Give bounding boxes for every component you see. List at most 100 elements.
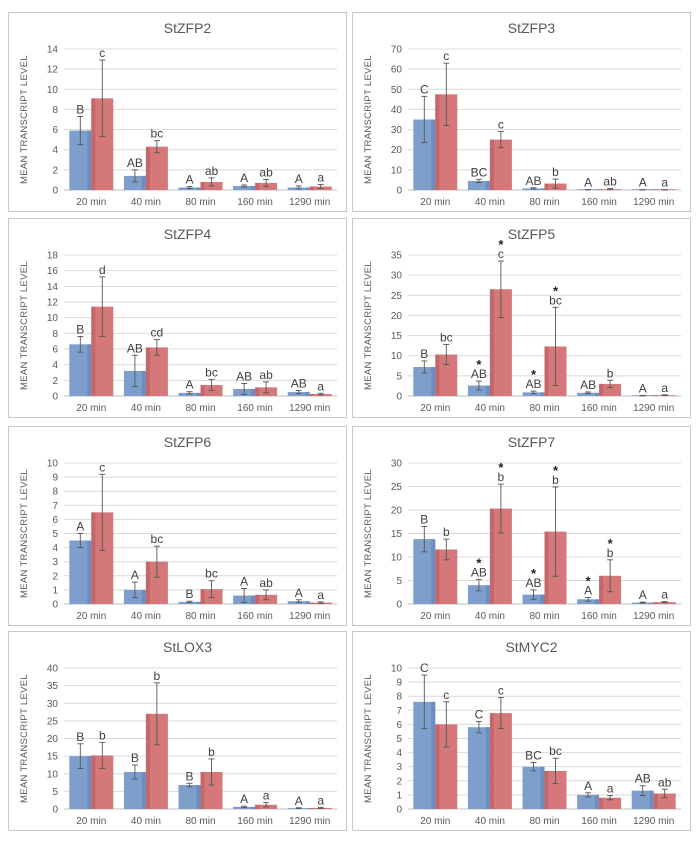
- bar-edge: [489, 713, 494, 809]
- significance-label: AB: [635, 772, 651, 786]
- bar-series-1: [467, 727, 490, 809]
- significance-label: bc: [205, 567, 218, 581]
- bar: [653, 602, 676, 604]
- significance-label: ab: [259, 165, 273, 179]
- y-tick-label: 0: [396, 805, 402, 816]
- bar-edge: [599, 383, 604, 396]
- y-tick-label: 8: [52, 329, 58, 340]
- significance-label: bc: [440, 330, 453, 344]
- y-tick-label: 6: [396, 720, 402, 731]
- significance-label: b: [607, 546, 614, 560]
- y-tick-label: 20: [47, 734, 59, 745]
- y-axis-label: MEAN TRANSCRIPT LEVEL: [19, 55, 30, 184]
- significance-label: B: [185, 587, 193, 601]
- x-tick-label: 20 min: [420, 816, 450, 827]
- y-axis-label: MEAN TRANSCRIPT LEVEL: [363, 674, 374, 803]
- bar-edge: [309, 602, 314, 604]
- y-tick-label: 18: [47, 251, 59, 262]
- significance-label: C: [420, 82, 429, 96]
- bar: [435, 94, 458, 190]
- y-tick-label: 8: [52, 105, 58, 116]
- bar-edge: [251, 388, 256, 396]
- bar-edge: [145, 347, 150, 396]
- y-tick-label: 2: [52, 376, 58, 387]
- significance-label: A: [639, 588, 647, 602]
- bar: [145, 146, 168, 190]
- y-tick-label: 40: [391, 105, 403, 116]
- bar-edge: [653, 189, 658, 190]
- y-tick-label: 0: [52, 186, 58, 197]
- y-tick-label: 5: [396, 371, 402, 382]
- y-tick-label: 60: [391, 65, 403, 76]
- chart-title: StZFP2: [164, 20, 212, 36]
- significance-label: cd: [151, 326, 164, 340]
- bar-edge: [599, 797, 604, 809]
- significance-label: AB: [525, 377, 541, 391]
- bar: [145, 561, 168, 604]
- y-axis-label: MEAN TRANSCRIPT LEVEL: [363, 469, 374, 598]
- significance-label: A: [584, 176, 592, 190]
- y-tick-label: 35: [47, 681, 59, 692]
- x-tick-label: 80 min: [529, 816, 559, 827]
- y-tick-label: 2: [52, 571, 58, 582]
- bar: [413, 119, 436, 190]
- bar: [413, 539, 436, 604]
- x-tick-label: 20 min: [76, 403, 106, 414]
- bar-series-1: [467, 180, 490, 190]
- bar-edge: [200, 385, 205, 396]
- bar-edge: [305, 392, 310, 396]
- y-tick-label: 30: [391, 271, 403, 282]
- y-tick-label: 35: [391, 251, 403, 262]
- significance-label: b: [552, 165, 559, 179]
- significance-label: b: [154, 669, 161, 683]
- significance-label: bc: [151, 127, 164, 141]
- bar: [69, 540, 92, 604]
- chart-title: StZFP4: [164, 226, 212, 242]
- bar-edge: [489, 508, 494, 604]
- bar: [631, 790, 654, 809]
- x-tick-label: 80 min: [185, 197, 215, 208]
- bar-edge: [196, 601, 201, 604]
- y-tick-label: 25: [391, 291, 403, 302]
- y-tick-label: 4: [52, 360, 58, 371]
- bar-edge: [489, 289, 494, 396]
- bar-series-1: [413, 119, 436, 190]
- bar-series-2: [435, 724, 458, 809]
- significance-label: A: [584, 583, 592, 597]
- bar-edge: [649, 395, 654, 396]
- bar-edge: [141, 771, 146, 809]
- bar-edge: [87, 344, 92, 396]
- x-tick-label: 80 min: [529, 197, 559, 208]
- bar: [467, 385, 490, 396]
- x-tick-label: 160 min: [237, 611, 273, 622]
- bar-series-2: [489, 139, 512, 190]
- bar-series-2: [91, 755, 114, 809]
- significance-label: B: [76, 322, 84, 336]
- bar-edge: [141, 589, 146, 604]
- bar-edge: [595, 599, 600, 604]
- x-tick-label: 160 min: [237, 816, 273, 827]
- significance-label: ab: [259, 576, 273, 590]
- y-tick-label: 10: [391, 351, 403, 362]
- significance-star: *: [553, 283, 559, 298]
- bar-edge: [653, 602, 658, 604]
- y-tick-label: 8: [52, 487, 58, 498]
- chart-panel-stzfp4: StZFP4 MEAN TRANSCRIPT LEVEL 0 2 4 6 8 10 12 14 16…: [8, 218, 347, 418]
- significance-label: AB: [580, 378, 596, 392]
- y-tick-label: 15: [391, 331, 403, 342]
- significance-label: AB: [525, 576, 541, 590]
- bar-series-1: [467, 385, 490, 396]
- bar: [467, 727, 490, 809]
- significance-star: *: [531, 566, 537, 581]
- bar: [435, 354, 458, 396]
- significance-label: A: [295, 586, 303, 600]
- bar-edge: [87, 540, 92, 604]
- bar-series-1: [577, 599, 600, 604]
- significance-label: AB: [291, 377, 307, 391]
- significance-star: *: [498, 237, 504, 252]
- x-tick-label: 40 min: [475, 611, 505, 622]
- y-tick-label: 50: [391, 85, 403, 96]
- x-tick-label: 40 min: [475, 816, 505, 827]
- significance-label: A: [185, 172, 193, 186]
- significance-label: C: [475, 708, 484, 722]
